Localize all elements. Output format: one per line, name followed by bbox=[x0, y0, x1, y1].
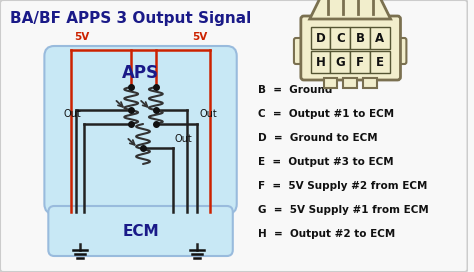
FancyBboxPatch shape bbox=[363, 78, 377, 88]
Text: Out: Out bbox=[174, 134, 192, 144]
FancyBboxPatch shape bbox=[301, 16, 401, 80]
FancyBboxPatch shape bbox=[343, 78, 357, 88]
Text: G  =  5V Supply #1 from ECM: G = 5V Supply #1 from ECM bbox=[258, 205, 429, 215]
FancyBboxPatch shape bbox=[330, 51, 350, 73]
Text: D  =  Ground to ECM: D = Ground to ECM bbox=[258, 133, 378, 143]
Text: B: B bbox=[356, 32, 365, 45]
Text: BA/BF APPS 3 Output Signal: BA/BF APPS 3 Output Signal bbox=[10, 11, 251, 26]
Text: 5V: 5V bbox=[74, 32, 89, 42]
Text: H  =  Output #2 to ECM: H = Output #2 to ECM bbox=[258, 229, 396, 239]
FancyBboxPatch shape bbox=[370, 51, 390, 73]
Text: D: D bbox=[316, 32, 326, 45]
Polygon shape bbox=[310, 0, 391, 19]
Text: E  =  Output #3 to ECM: E = Output #3 to ECM bbox=[258, 157, 394, 167]
Text: E: E bbox=[376, 55, 384, 69]
Text: ECM: ECM bbox=[122, 224, 159, 239]
Text: C  =  Output #1 to ECM: C = Output #1 to ECM bbox=[258, 109, 394, 119]
Text: A: A bbox=[375, 32, 384, 45]
FancyBboxPatch shape bbox=[45, 46, 237, 214]
FancyBboxPatch shape bbox=[324, 78, 337, 88]
FancyBboxPatch shape bbox=[394, 38, 406, 64]
FancyBboxPatch shape bbox=[294, 38, 306, 64]
FancyBboxPatch shape bbox=[350, 27, 370, 49]
Text: Out: Out bbox=[63, 109, 81, 119]
FancyBboxPatch shape bbox=[330, 27, 350, 49]
Text: F  =  5V Supply #2 from ECM: F = 5V Supply #2 from ECM bbox=[258, 181, 428, 191]
FancyBboxPatch shape bbox=[311, 27, 330, 49]
FancyBboxPatch shape bbox=[350, 51, 370, 73]
Text: Out: Out bbox=[199, 109, 217, 119]
Text: 5V: 5V bbox=[192, 32, 207, 42]
Text: C: C bbox=[336, 32, 345, 45]
Text: G: G bbox=[336, 55, 345, 69]
FancyBboxPatch shape bbox=[48, 206, 233, 256]
Text: F: F bbox=[356, 55, 364, 69]
Text: APS: APS bbox=[122, 64, 159, 82]
Text: B  =  Ground: B = Ground bbox=[258, 85, 333, 95]
FancyBboxPatch shape bbox=[311, 51, 330, 73]
Text: H: H bbox=[316, 55, 326, 69]
FancyBboxPatch shape bbox=[370, 27, 390, 49]
